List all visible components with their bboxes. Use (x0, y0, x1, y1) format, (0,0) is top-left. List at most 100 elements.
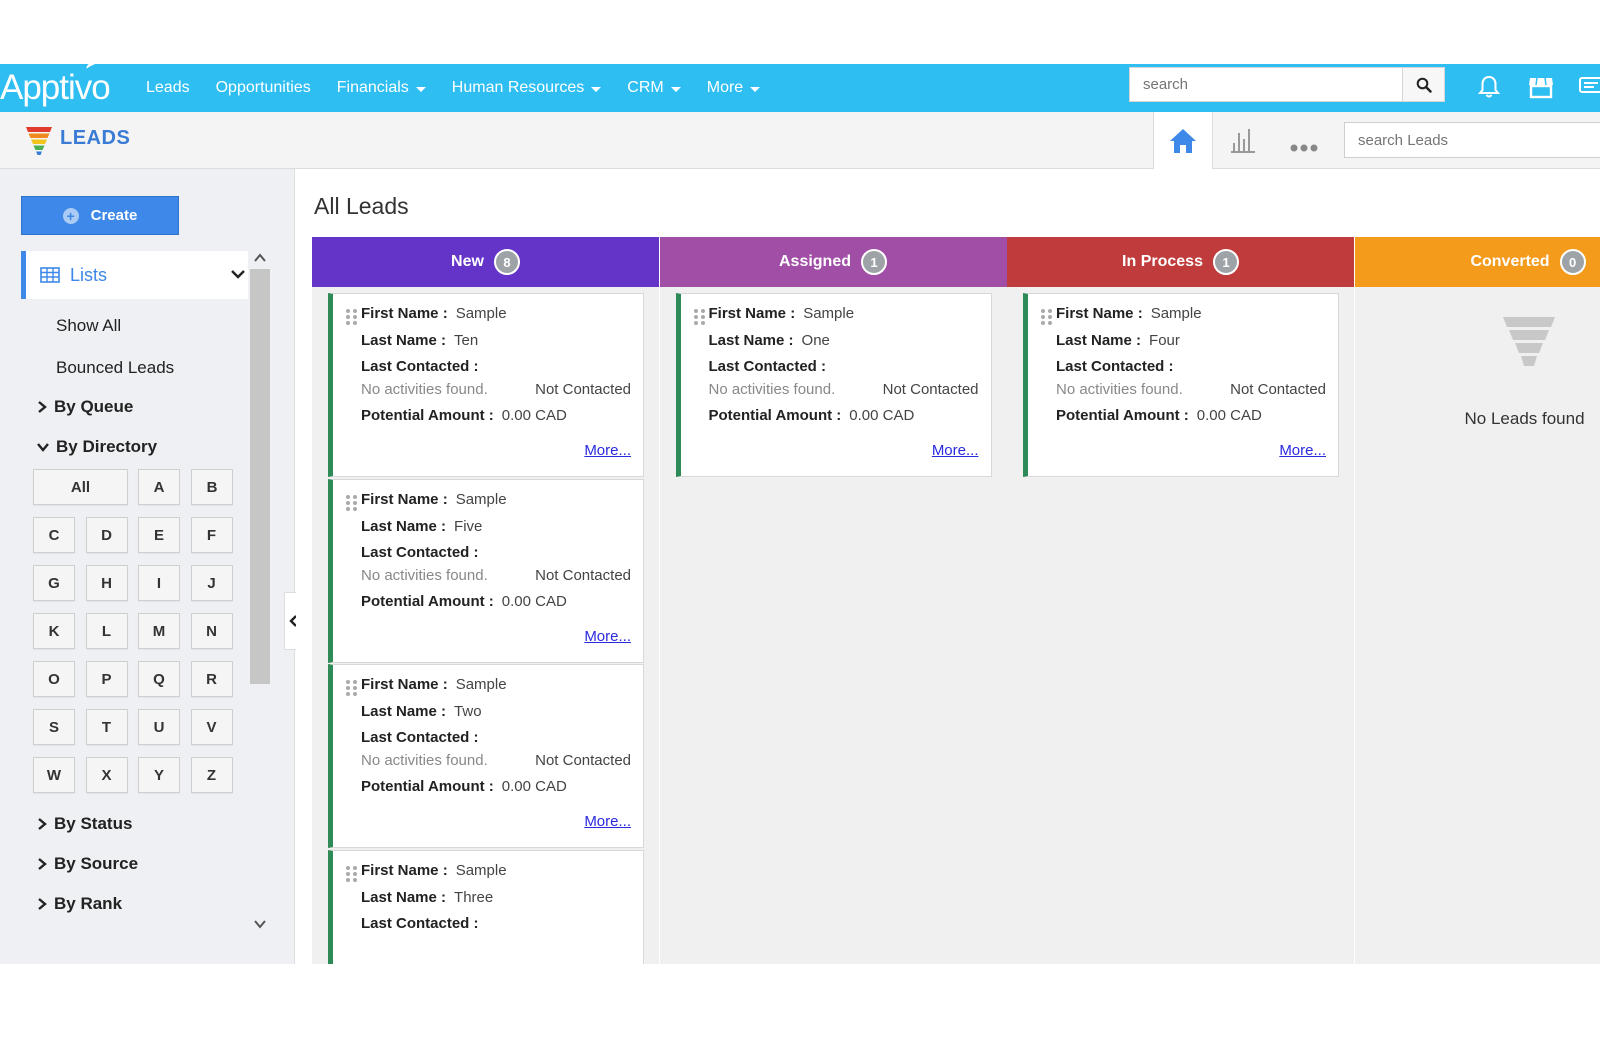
directory-letter-b[interactable]: B (191, 469, 233, 505)
lead-status: Not Contacted (535, 566, 631, 584)
messages-button[interactable] (1576, 72, 1600, 102)
directory-letter-o[interactable]: O (33, 661, 75, 697)
nav-more-label: More (706, 79, 744, 96)
column-header-in-process[interactable]: In Process 1 (1007, 237, 1354, 287)
potential-amount-value: 0.00 CAD (501, 778, 567, 795)
drag-handle-icon[interactable] (345, 308, 359, 326)
more-link[interactable]: More... (931, 442, 979, 459)
directory-letter-x[interactable]: X (85, 757, 128, 793)
by-directory-group[interactable]: By Directory (36, 437, 157, 457)
column-header-assigned[interactable]: Assigned 1 (659, 237, 1007, 287)
directory-letter-n[interactable]: N (190, 613, 233, 649)
column-header-converted[interactable]: Converted 0 (1354, 237, 1600, 287)
first-name-row: First Name : Sample (361, 676, 507, 693)
scroll-up-icon[interactable] (253, 251, 267, 265)
first-name-value: Sample (803, 305, 855, 322)
nav-leads[interactable]: Leads (146, 79, 190, 97)
column-body: No Leads found (1355, 293, 1600, 964)
by-queue-group[interactable]: By Queue (36, 397, 133, 417)
directory-letter-all[interactable]: All (33, 469, 128, 505)
global-search-input[interactable] (1130, 68, 1402, 101)
directory-letter-a[interactable]: A (138, 469, 180, 505)
chevron-down-icon (231, 270, 245, 279)
show-all-link[interactable]: Show All (56, 316, 122, 335)
directory-letter-d[interactable]: D (85, 517, 128, 553)
directory-letter-i[interactable]: I (138, 565, 180, 601)
search-icon (1416, 77, 1432, 93)
last-contacted-row: Last Contacted : (1056, 358, 1174, 375)
potential-amount-row: Potential Amount : 0.00 CAD (361, 778, 567, 795)
directory-letter-r[interactable]: R (190, 661, 233, 697)
first-name-label: First Name : (361, 861, 448, 879)
scroll-down-icon[interactable] (253, 917, 267, 931)
lead-card[interactable]: First Name : Sample Last Name : Ten Last Con… (328, 293, 644, 477)
last-name-value: One (801, 332, 830, 349)
lists-dropdown[interactable]: Lists (21, 251, 248, 299)
directory-letter-u[interactable]: U (138, 709, 180, 745)
nav-human-resources[interactable]: Human Resources (452, 79, 602, 97)
lead-card[interactable]: First Name : Sample Last Name : One Last Con… (675, 293, 992, 477)
by-source-group[interactable]: By Source (36, 854, 138, 874)
directory-letter-s[interactable]: S (33, 709, 75, 745)
more-link[interactable]: More... (1279, 442, 1326, 459)
by-status-label: By Status (54, 814, 133, 833)
create-button[interactable]: + Create (21, 196, 179, 235)
directory-letter-m[interactable]: M (138, 613, 180, 649)
directory-letter-z[interactable]: Z (190, 757, 233, 793)
directory-letter-t[interactable]: T (85, 709, 128, 745)
directory-letter-y[interactable]: Y (138, 757, 180, 793)
potential-amount-row: Potential Amount : 0.00 CAD (361, 593, 567, 610)
last-contacted-label: Last Contacted : (708, 358, 827, 375)
lead-card[interactable]: First Name : Sample Last Name : Five Last Co… (328, 478, 644, 663)
search-button[interactable] (1402, 68, 1444, 101)
home-view-button[interactable] (1153, 112, 1213, 169)
apptivo-logo[interactable]: Apptivo (0, 64, 111, 108)
first-name-label: First Name : (708, 305, 796, 322)
first-name-row: First Name : Sample (1056, 305, 1202, 322)
lead-card[interactable]: First Name : Sample Last Name : Four Last Co… (1023, 293, 1339, 477)
directory-letter-k[interactable]: K (33, 613, 75, 649)
nav-more[interactable]: More (706, 79, 761, 97)
directory-letter-f[interactable]: F (190, 517, 233, 553)
by-rank-group[interactable]: By Rank (36, 894, 122, 914)
drag-handle-icon[interactable] (345, 679, 359, 697)
caret-down-icon (591, 86, 602, 92)
drag-handle-icon[interactable] (345, 865, 359, 883)
more-options-button[interactable] (1289, 136, 1319, 159)
app-subheader: LEADS (0, 112, 1600, 169)
nav-opportunities[interactable]: Opportunities (216, 79, 311, 97)
lead-card[interactable]: First Name : Sample Last Name : Two Last Con… (328, 664, 644, 848)
nav-financials-label: Financials (336, 79, 409, 96)
leads-search-input[interactable] (1345, 123, 1600, 157)
leads-funnel-icon (26, 127, 52, 155)
directory-letter-g[interactable]: G (33, 565, 75, 601)
nav-financials[interactable]: Financials (337, 79, 426, 97)
directory-letter-w[interactable]: W (33, 757, 75, 793)
potential-amount-label: Potential Amount : (361, 778, 494, 795)
drag-handle-icon[interactable] (345, 494, 359, 512)
bounced-leads-link[interactable]: Bounced Leads (56, 358, 175, 377)
sidebar-scrollbar-thumb[interactable] (250, 269, 270, 684)
by-status-group[interactable]: By Status (36, 814, 132, 834)
column-header-new[interactable]: New 8 (312, 237, 659, 287)
store-button[interactable] (1526, 72, 1556, 102)
analytics-button[interactable] (1228, 125, 1258, 155)
directory-letter-e[interactable]: E (138, 517, 180, 553)
drag-handle-icon[interactable] (693, 308, 707, 326)
lead-card[interactable]: First Name : Sample Last Name : Three Last C… (328, 849, 644, 964)
more-link[interactable]: More... (584, 813, 631, 830)
last-name-label: Last Name : (361, 517, 447, 535)
directory-letter-p[interactable]: P (85, 661, 128, 697)
directory-letter-l[interactable]: L (85, 613, 128, 649)
directory-letter-v[interactable]: V (190, 709, 233, 745)
more-link[interactable]: More... (584, 442, 631, 459)
drag-handle-icon[interactable] (1040, 308, 1054, 326)
notifications-button[interactable] (1474, 72, 1504, 102)
nav-crm[interactable]: CRM (627, 79, 681, 97)
directory-letter-c[interactable]: C (33, 517, 75, 553)
directory-letter-h[interactable]: H (85, 565, 128, 601)
directory-letter-q[interactable]: Q (138, 661, 180, 697)
more-link[interactable]: More... (584, 627, 631, 645)
last-name-row: Last Name : Two (361, 703, 482, 720)
directory-letter-j[interactable]: J (190, 565, 233, 601)
